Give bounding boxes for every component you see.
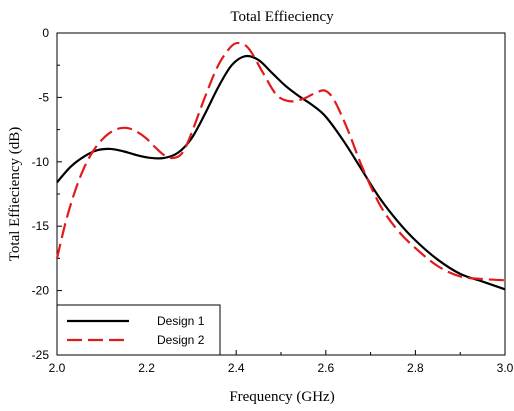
legend-label-2: Design 2	[157, 333, 205, 347]
x-tick-label: 2.0	[49, 361, 66, 375]
y-tick-label: -15	[32, 219, 50, 233]
y-tick-label: 0	[42, 26, 49, 40]
series-line-1	[56, 54, 506, 291]
y-axis: 0 -5 -10 -15 -20 -25	[32, 26, 62, 362]
x-tick-label: 2.2	[138, 361, 155, 375]
x-tick-label: 2.6	[317, 361, 334, 375]
y-tick-label: -10	[32, 155, 50, 169]
series-line-2	[55, 41, 506, 282]
legend-label-1: Design 1	[157, 314, 205, 328]
y-tick-label: -25	[32, 348, 50, 362]
x-tick-label: 2.4	[228, 361, 245, 375]
y-tick-label: -5	[38, 90, 49, 104]
chart-title: Total Effieciency	[230, 9, 334, 25]
series-group	[55, 41, 506, 291]
x-tick-label: 2.8	[407, 361, 424, 375]
legend: Design 1 Design 2	[56, 304, 221, 356]
x-axis-label: Frequency (GHz)	[229, 389, 334, 405]
x-axis: 2.0 2.2 2.4 2.6 2.8 3.0	[49, 350, 514, 375]
y-axis-label: Total Effieciency (dB)	[7, 127, 23, 261]
x-tick-label: 3.0	[497, 361, 514, 375]
legend-box	[56, 304, 221, 356]
y-tick-label: -20	[32, 284, 50, 298]
